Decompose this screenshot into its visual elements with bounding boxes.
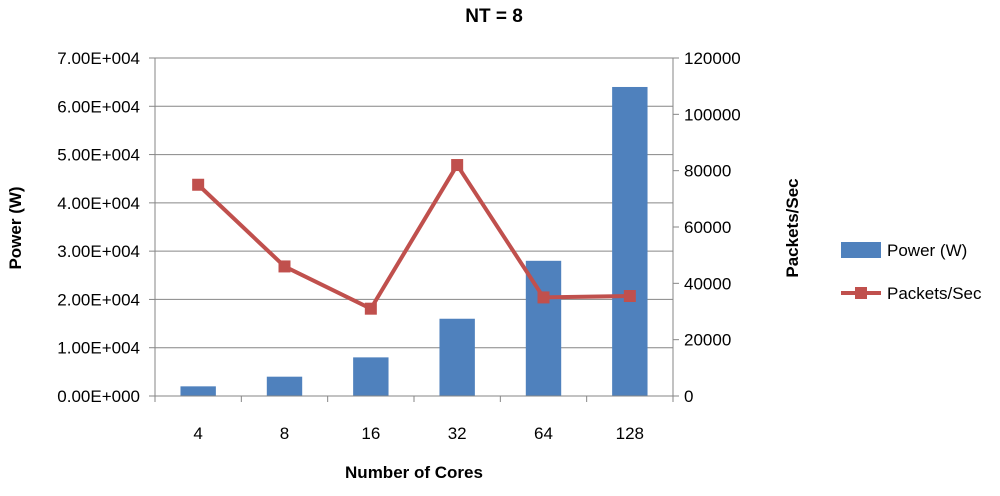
y-tick-label: 1.00E+004	[57, 339, 140, 358]
x-tick-label: 4	[193, 424, 202, 443]
line-packets	[196, 163, 630, 311]
axes	[149, 57, 679, 402]
bar-power	[266, 376, 303, 396]
point-packets	[364, 302, 377, 315]
y2-axis-ticks: 0 20000 40000 60000 80000 100000 120000	[684, 49, 741, 406]
point-packets	[278, 260, 291, 273]
bar-power	[180, 386, 216, 396]
point-packets	[192, 178, 205, 191]
y2-axis-title: Packets/Sec	[783, 178, 802, 277]
y2-tick-label: 120000	[684, 49, 741, 68]
y-tick-label: 3.00E+004	[57, 242, 140, 261]
chart-title: NT = 8	[465, 6, 523, 27]
y2-tick-label: 0	[684, 387, 693, 406]
legend-label-packets: Packets/Sec	[887, 284, 982, 303]
gridlines	[155, 57, 673, 349]
bar-power	[439, 318, 475, 396]
y-tick-label: 7.00E+004	[57, 49, 140, 68]
x-tick-label: 128	[616, 424, 644, 443]
y-tick-label: 5.00E+004	[57, 146, 140, 165]
legend-swatch-power	[841, 242, 881, 258]
y2-tick-label: 80000	[684, 162, 731, 181]
line-series-packets	[192, 159, 636, 315]
x-axis-ticks: 4 8 16 32 64 128	[193, 424, 644, 443]
x-tick-label: 8	[280, 424, 289, 443]
point-packets	[451, 159, 464, 172]
y-axis-title: Power (W)	[6, 186, 25, 269]
y-tick-label: 0.00E+000	[57, 387, 140, 406]
x-tick-label: 32	[448, 424, 467, 443]
y-tick-label: 4.00E+004	[57, 194, 140, 213]
legend: Power (W) Packets/Sec	[841, 241, 982, 303]
y2-tick-label: 40000	[684, 274, 731, 293]
y2-tick-label: 60000	[684, 218, 731, 237]
point-packets	[623, 290, 636, 303]
bar-power	[353, 357, 389, 396]
y2-tick-label: 100000	[684, 105, 741, 124]
point-packets	[537, 291, 550, 304]
y-axis-ticks: 0.00E+000 1.00E+004 2.00E+004 3.00E+004 4.00…	[57, 49, 140, 406]
bar-series-power	[180, 86, 648, 396]
x-axis-title: Number of Cores	[345, 463, 483, 482]
legend-label-power: Power (W)	[887, 241, 967, 260]
y-tick-label: 6.00E+004	[57, 97, 140, 116]
bar-power	[525, 260, 562, 396]
x-tick-label: 64	[534, 424, 553, 443]
y-tick-label: 2.00E+004	[57, 290, 140, 309]
bar-power	[612, 86, 648, 396]
y2-tick-label: 20000	[684, 331, 731, 350]
x-tick-label: 16	[361, 424, 380, 443]
legend-swatch-packets-marker	[855, 287, 867, 299]
